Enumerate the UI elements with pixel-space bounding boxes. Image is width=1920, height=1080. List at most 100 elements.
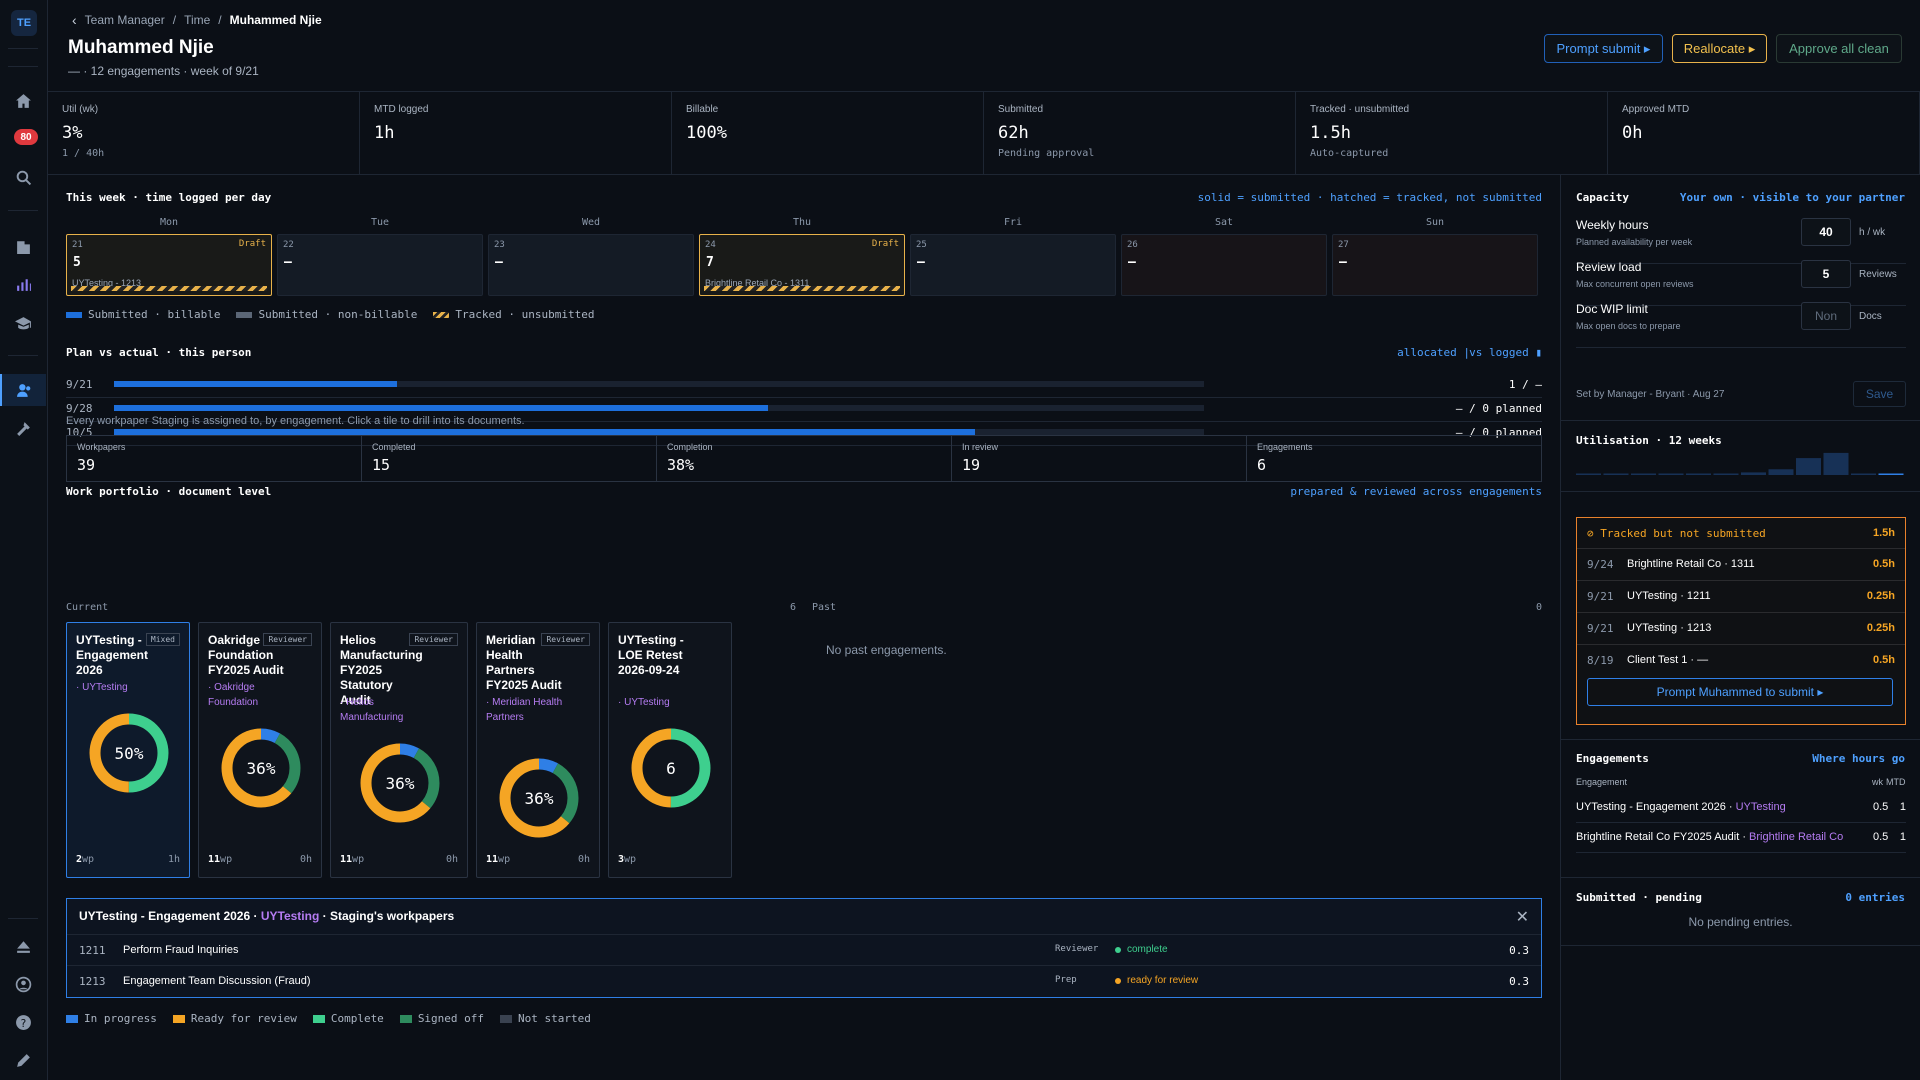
nav-rail: TE 80 ? — [0, 0, 48, 1080]
tile-client: · Oakridge Foundation — [208, 682, 259, 708]
tracked-hours: 0.25h — [1866, 622, 1895, 634]
home-icon[interactable] — [0, 85, 46, 117]
stat-value: 19 — [962, 456, 981, 474]
completion-donut: 6 — [631, 728, 711, 808]
breadcrumb-item[interactable]: Team Manager — [84, 13, 165, 27]
tracked-row[interactable]: 9/24 Brightline Retail Co · 1311 0.5h — [1577, 548, 1905, 579]
page-title: Muhammed Njie — [68, 37, 214, 58]
util-title: Utilisation · 12 weeks — [1576, 434, 1722, 447]
capacity-title: Weekly hours — [1576, 218, 1649, 232]
rail-divider — [8, 355, 38, 356]
pen-icon[interactable] — [0, 1044, 46, 1076]
workpaper-id: 1211 — [79, 944, 106, 957]
tile-name: Meridian Health Partners FY2025 Audit — [486, 633, 562, 692]
submitted-title: Submitted · pending — [1576, 891, 1702, 904]
search-icon[interactable] — [0, 161, 46, 193]
plan-value: 1 / — — [1508, 378, 1542, 391]
day-hours: — — [495, 255, 503, 270]
day-cell[interactable]: 24 7 Draft Brightline Retail Co - 1311 — [699, 234, 905, 296]
capacity-unit: Reviews — [1859, 269, 1897, 280]
util-bar — [1796, 458, 1821, 475]
capacity-input[interactable] — [1801, 302, 1851, 330]
right-sidebar: Capacity Your own · visible to your part… — [1560, 175, 1920, 1080]
approve-all-button[interactable]: Approve all clean — [1776, 34, 1902, 63]
prompt-muhammed-button[interactable]: Prompt Muhammed to submit ▸ — [1587, 678, 1893, 706]
plan-fill — [114, 405, 768, 411]
engagement-row[interactable]: Brightline Retail Co FY2025 Audit · Brig… — [1576, 823, 1906, 853]
graduation-icon[interactable] — [0, 307, 46, 339]
engagement-tile[interactable]: Meridian Health Partners FY2025 Audit · M… — [476, 622, 600, 878]
legend-item: In progress — [66, 1012, 157, 1025]
tracked-hours: 0.5h — [1872, 558, 1895, 570]
day-hours: — — [917, 255, 925, 270]
capacity-input[interactable] — [1801, 218, 1851, 246]
donut-segment — [360, 743, 440, 823]
day-date: 25 — [916, 240, 927, 250]
tile-name: UYTesting - LOE Retest 2026-09-24 — [618, 633, 684, 677]
capacity-sub: Planned availability per week — [1576, 237, 1693, 247]
stat-label: Engagements — [1257, 442, 1313, 452]
workpaper-name: Perform Fraud Inquiries — [123, 944, 239, 956]
status-legend: In progress Ready for review Complete Si… — [66, 1012, 591, 1025]
day-date: 24 — [705, 240, 716, 250]
day-cell[interactable]: 26 — — [1121, 234, 1327, 296]
donut-segment — [499, 758, 579, 838]
current-count: 6 — [790, 602, 797, 613]
day-cell[interactable]: 27 — — [1332, 234, 1538, 296]
tracked-row[interactable]: 9/21 UYTesting · 1211 0.25h — [1577, 580, 1905, 611]
day-cell[interactable]: 21 5 Draft UYTesting - 1213 — [66, 234, 272, 296]
portfolio-stat: Workpapers 39 — [67, 436, 362, 481]
day-label: Thu — [792, 217, 812, 228]
close-icon[interactable]: ✕ — [1515, 909, 1529, 926]
capacity-unit: Docs — [1859, 311, 1882, 322]
day-cell[interactable]: 22 — — [277, 234, 483, 296]
breadcrumb-item[interactable]: Time — [184, 13, 211, 27]
tracked-row[interactable]: 8/19 Client Test 1 · — 0.5h — [1577, 644, 1905, 675]
workpaper-name: Engagement Team Discussion (Fraud) — [123, 975, 311, 987]
draft-tag: Draft — [238, 239, 266, 249]
day-hours: — — [1128, 255, 1136, 270]
day-cell[interactable]: 23 — — [488, 234, 694, 296]
tile-client: · Meridian Health Partners — [486, 697, 563, 723]
save-button[interactable]: Save — [1853, 381, 1906, 407]
building-icon[interactable] — [0, 230, 46, 262]
engagement-tile[interactable]: Oakridge Foundation FY2025 Audit · Oakrid… — [198, 622, 322, 878]
day-cell[interactable]: 25 — — [910, 234, 1116, 296]
notification-badge[interactable]: 80 — [14, 129, 38, 145]
capacity-row: Weekly hours Planned availability per wee… — [1576, 212, 1906, 264]
workpaper-row[interactable]: 1211 Perform Fraud Inquiries Reviewer compl… — [67, 934, 1541, 965]
engagement-tile[interactable]: UYTesting - Engagement 2026 · UYTesting Mi… — [66, 622, 190, 878]
portfolio-stat: In review 19 — [952, 436, 1247, 481]
donut-label: 50% — [115, 744, 144, 763]
chart-icon[interactable] — [0, 268, 46, 300]
user-circle-icon[interactable] — [0, 968, 46, 1000]
capacity-input[interactable] — [1801, 260, 1851, 288]
plan-fill — [114, 429, 976, 435]
hammer-icon[interactable] — [0, 412, 46, 444]
workpaper-status: complete — [1127, 944, 1168, 955]
eject-icon[interactable] — [0, 930, 46, 962]
engagement-row[interactable]: UYTesting - Engagement 2026 · UYTesting 0… — [1576, 793, 1906, 823]
kpi-sub: Auto-captured — [1310, 148, 1389, 159]
engagement-tile[interactable]: Helios Manufacturing FY2025 Statutory Au… — [330, 622, 468, 878]
plan-row: 9/21 1 / — — [66, 374, 1542, 398]
prompt-submit-button[interactable]: Prompt submit ▸ — [1544, 34, 1663, 63]
tracked-total: 1.5h — [1872, 527, 1895, 539]
engagement-tile[interactable]: UYTesting - LOE Retest 2026-09-24 · UYTes… — [608, 622, 732, 878]
breadcrumb: ‹ Team Manager / Time / Muhammed Njie — [72, 12, 322, 28]
donut-segment — [89, 713, 169, 793]
day-hours: — — [1339, 255, 1347, 270]
tile-role: Reviewer — [541, 633, 590, 646]
tile-role: Reviewer — [409, 633, 458, 646]
kpi-value: 1h — [374, 123, 395, 143]
day-engagement: UYTesting - 1213 — [72, 278, 142, 288]
help-icon[interactable]: ? — [0, 1006, 46, 1038]
workspace-badge[interactable]: TE — [11, 10, 37, 36]
kpi-value: 62h — [998, 123, 1029, 143]
team-icon[interactable] — [0, 374, 46, 406]
tracked-row[interactable]: 9/21 UYTesting · 1213 0.25h — [1577, 612, 1905, 643]
engagements-title: Engagements — [1576, 752, 1649, 765]
reallocate-button[interactable]: Reallocate ▸ — [1672, 34, 1767, 63]
back-chevron-icon[interactable]: ‹ — [72, 12, 77, 28]
workpaper-row[interactable]: 1213 Engagement Team Discussion (Fraud) Pr… — [67, 965, 1541, 996]
